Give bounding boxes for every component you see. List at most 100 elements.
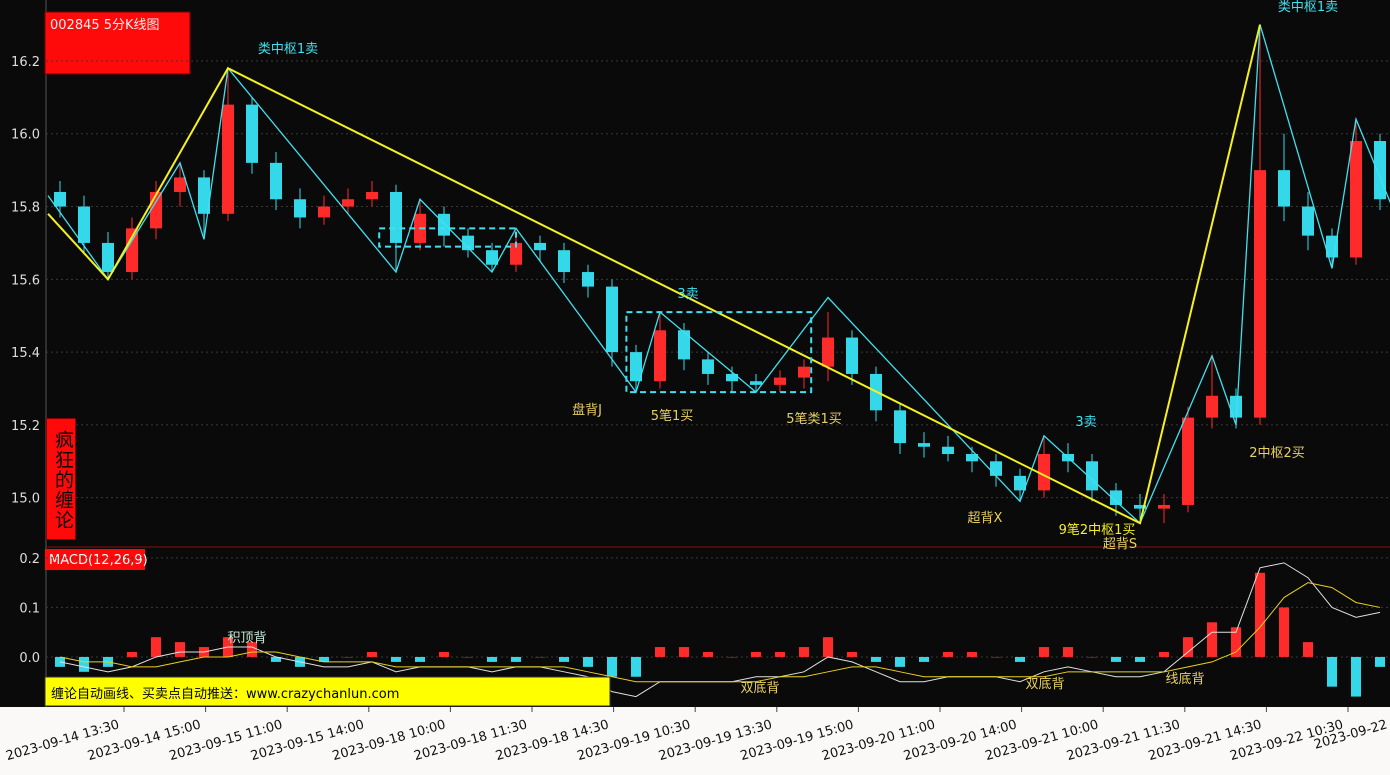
y-tick-label: 15.2 [11,419,40,434]
macd-bar [967,652,977,657]
stroke-line [47,24,1390,525]
banner-text: 缠论自动画线、买卖点自动推送：www.crazychanlun.com [51,686,399,702]
macd-title: MACD(12,26,9) [49,553,148,568]
candle-body [1038,454,1050,491]
candle-body [678,330,690,360]
y-tick-label: 0.0 [19,651,40,666]
candle-body [1110,490,1122,505]
candle-body [150,191,162,229]
macd-bar [847,652,857,657]
candle-body [486,250,498,265]
candle-body [1086,461,1098,491]
candle-body [942,446,954,455]
y-tick-label: 15.6 [11,273,40,288]
macd-bar [55,656,65,667]
title-box [44,11,191,75]
candle-body [1230,395,1242,418]
macd-bar [79,656,89,672]
candle-body [798,366,810,378]
candle-body [1158,504,1170,509]
side-title: 疯狂的缠论 [46,418,76,540]
candle-body [822,337,834,367]
macd-line [59,582,1381,683]
candle-body [1302,206,1314,236]
macd-bar [1159,652,1169,657]
macd-bar [607,656,617,677]
signal-label: 盘背J [572,402,602,418]
macd-bar [583,656,593,667]
macd-bar [751,652,761,657]
macd-bar [775,652,785,657]
macd-bar [319,656,329,662]
macd-bar [1279,607,1289,657]
macd-bar [1063,647,1073,657]
y-tick-label: 15.4 [11,346,40,361]
macd-bar [703,652,713,657]
candle-body [1350,141,1362,258]
candle-body [222,104,234,214]
candle-body [294,199,306,218]
candle-body [750,381,762,385]
candle-body [318,206,330,218]
macd-bar [991,656,1001,658]
signal-label: 双底背 [740,680,779,696]
macd-bar [247,642,257,657]
candle-body [630,352,642,382]
signal-label: 5笔类1买 [786,411,842,427]
candle-body [342,199,354,207]
macd-bar [1015,656,1025,662]
candle-body [270,162,282,200]
macd-bar [271,656,281,662]
macd-bar [655,647,665,657]
macd-bar [1183,637,1193,657]
macd-bar [631,656,641,677]
signal-label: 超背X [968,511,1003,526]
macd-bar [895,656,905,667]
candle-body [558,250,570,273]
macd-bar [175,642,185,657]
macd-bar [727,656,737,658]
candle-body [1206,395,1218,418]
signal-label: 线底背 [1165,671,1204,687]
macd-bar [823,637,833,657]
macd-bar [1135,656,1145,662]
macd-bar [391,656,401,662]
macd-bar [1327,656,1337,687]
y-tick-label: 0.1 [19,601,40,616]
signal-label: 3卖 [677,287,698,302]
candle-body [510,242,522,265]
macd-bar [1207,622,1217,657]
macd-bar [943,652,953,657]
signal-label: 类中枢1卖 [1278,0,1338,15]
macd-bar [415,656,425,662]
signal-label: 5笔1买 [651,408,694,424]
macd-bar [343,656,353,658]
macd-bar [1375,656,1385,667]
y-tick-label: 16.2 [11,55,40,70]
macd-bar [679,647,689,657]
candle-body [534,242,546,251]
signal-label: 2中枢2买 [1249,446,1305,461]
candle-body [1374,141,1386,200]
candle-body [774,377,786,385]
candle-body [582,272,594,287]
banner-box [44,676,611,707]
macd-bar [439,652,449,657]
candle-body [198,177,210,214]
macd-bar [919,656,929,662]
candle-body [54,191,66,207]
candle-body [390,191,402,243]
macd-bar [511,656,521,662]
candle-body [654,330,666,382]
signal-label: 双底背 [1025,676,1064,692]
candle-body [438,213,450,236]
candle-body [966,454,978,462]
signal-label: 9笔2中枢1买 [1059,522,1136,538]
y-tick-label: 15.0 [11,492,40,507]
candle-body [102,242,114,273]
macd-bar [1231,627,1241,657]
macd-bar [1303,642,1313,657]
